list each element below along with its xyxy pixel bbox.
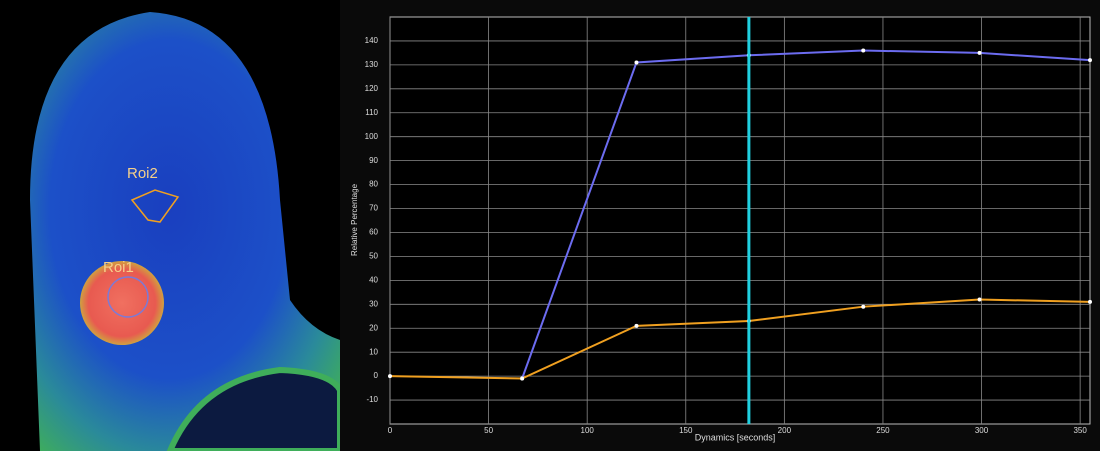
y-tick-label: 110 — [365, 108, 378, 117]
roi-label: Roi1 — [103, 259, 134, 276]
y-tick-label: 10 — [369, 347, 378, 356]
x-tick-label: 300 — [975, 426, 989, 435]
x-tick-label: 200 — [778, 426, 792, 435]
x-axis-title: Dynamics [seconds] — [695, 432, 776, 442]
plot-area — [389, 16, 1091, 425]
data-point — [1088, 58, 1092, 63]
mri-image: Roi2 Roi1 — [0, 0, 340, 451]
chest-wall — [166, 366, 340, 451]
data-point — [634, 60, 639, 65]
y-tick-label: -10 — [366, 395, 378, 404]
data-point — [1088, 299, 1092, 304]
y-tick-label: 50 — [369, 252, 378, 261]
roi1-outline — [107, 276, 149, 318]
chart: Relative Percentage Dynamics [seconds] -… — [340, 0, 1100, 451]
roi2-outline — [130, 189, 180, 223]
y-axis-title: Relative Percentage — [350, 183, 359, 256]
x-tick-label: 0 — [388, 426, 393, 435]
y-tick-label: 70 — [369, 204, 378, 213]
y-tick-label: 120 — [365, 84, 379, 93]
y-tick-label: 80 — [369, 180, 378, 189]
y-tick-label: 60 — [369, 228, 378, 237]
lesion — [80, 261, 164, 345]
data-point — [520, 376, 525, 381]
data-point — [977, 297, 982, 302]
y-tick-label: 20 — [369, 323, 378, 332]
data-point — [977, 50, 982, 55]
y-tick-label: 30 — [369, 299, 378, 308]
y-tick-label: 100 — [365, 132, 379, 141]
series-line — [521, 49, 1091, 379]
x-tick-label: 50 — [484, 426, 493, 435]
y-tick-label: 90 — [369, 156, 378, 165]
y-tick-label: 0 — [374, 371, 379, 380]
y-tick-label: 40 — [369, 275, 378, 284]
x-tick-label: 150 — [679, 426, 693, 435]
data-point — [388, 374, 392, 379]
data-point — [861, 304, 866, 309]
roi-label: Roi2 — [127, 165, 158, 182]
data-point — [861, 48, 866, 53]
y-tick-label: 140 — [365, 36, 379, 45]
y-tick-label: 130 — [365, 60, 379, 69]
x-tick-label: 100 — [581, 426, 595, 435]
x-tick-label: 350 — [1073, 426, 1087, 435]
x-tick-label: 250 — [876, 426, 890, 435]
data-point — [634, 323, 639, 328]
